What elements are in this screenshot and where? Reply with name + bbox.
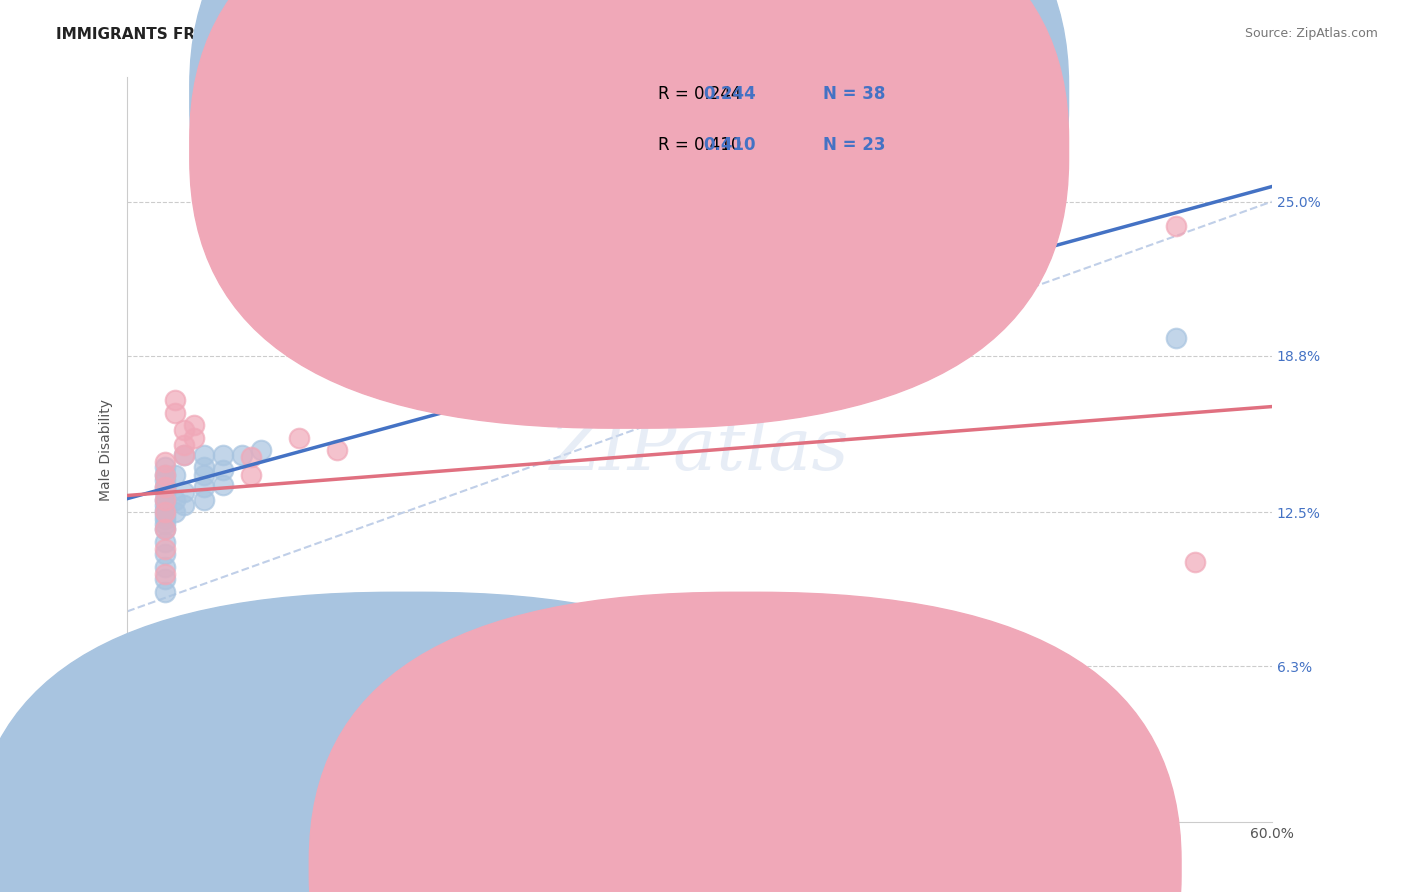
Point xyxy=(269,219,291,234)
Text: ZIPatlas: ZIPatlas xyxy=(550,415,849,485)
Point xyxy=(155,473,177,487)
Point xyxy=(193,448,215,462)
Point xyxy=(288,694,311,708)
Text: 0.410: 0.410 xyxy=(703,136,755,153)
Point xyxy=(173,423,195,437)
Point xyxy=(211,448,233,462)
Point xyxy=(155,498,177,512)
Point xyxy=(1166,331,1188,345)
Point xyxy=(183,418,205,433)
Point xyxy=(173,438,195,452)
Point xyxy=(155,547,177,561)
Point xyxy=(155,512,177,526)
Point xyxy=(173,485,195,500)
Point xyxy=(155,572,177,586)
Point xyxy=(155,492,177,507)
Text: Immigrants from North Macedonia: Immigrants from North Macedonia xyxy=(415,855,654,870)
Text: Source: ZipAtlas.com: Source: ZipAtlas.com xyxy=(1244,27,1378,40)
Point xyxy=(249,232,271,246)
Point xyxy=(163,492,186,507)
Text: R = 0.244: R = 0.244 xyxy=(658,85,741,103)
Point xyxy=(155,584,177,599)
Y-axis label: Male Disability: Male Disability xyxy=(100,399,114,501)
Point xyxy=(155,542,177,557)
Text: R = 0.410: R = 0.410 xyxy=(658,136,741,153)
Point xyxy=(173,448,195,462)
Point xyxy=(155,502,177,516)
Point xyxy=(193,492,215,507)
Point xyxy=(173,498,195,512)
Point xyxy=(155,480,177,494)
Point xyxy=(1184,555,1206,569)
Point xyxy=(155,467,177,482)
Point xyxy=(240,450,263,465)
Point xyxy=(288,431,311,445)
Point xyxy=(1166,219,1188,234)
Text: South Africans: South Africans xyxy=(821,855,922,870)
Point xyxy=(193,480,215,494)
Point xyxy=(155,480,177,494)
Point xyxy=(163,505,186,519)
Point xyxy=(211,477,233,491)
Point xyxy=(231,448,253,462)
Point xyxy=(155,455,177,469)
Point xyxy=(249,442,271,457)
Text: IMMIGRANTS FROM NORTH MACEDONIA VS SOUTH AFRICAN MALE DISABILITY CORRELATION CHA: IMMIGRANTS FROM NORTH MACEDONIA VS SOUTH… xyxy=(56,27,912,42)
Point xyxy=(155,492,177,507)
Point xyxy=(536,299,558,313)
Text: N = 38: N = 38 xyxy=(823,85,884,103)
Point xyxy=(183,431,205,445)
Point xyxy=(193,460,215,475)
Point xyxy=(155,523,177,537)
Point xyxy=(163,393,186,408)
Point xyxy=(155,505,177,519)
Text: N = 23: N = 23 xyxy=(823,136,884,153)
Point xyxy=(155,534,177,549)
Point xyxy=(155,508,177,522)
Point xyxy=(173,448,195,462)
Point xyxy=(240,467,263,482)
Point xyxy=(155,523,177,537)
Point xyxy=(193,467,215,482)
Point xyxy=(155,460,177,475)
Point xyxy=(536,254,558,268)
Point xyxy=(163,467,186,482)
Text: 0.244: 0.244 xyxy=(703,85,756,103)
Point xyxy=(155,467,177,482)
Point xyxy=(155,567,177,582)
Point xyxy=(326,442,349,457)
Point xyxy=(211,463,233,477)
Point xyxy=(155,559,177,574)
Point xyxy=(155,485,177,500)
Point xyxy=(155,517,177,532)
Point xyxy=(163,406,186,420)
Point xyxy=(288,691,311,706)
